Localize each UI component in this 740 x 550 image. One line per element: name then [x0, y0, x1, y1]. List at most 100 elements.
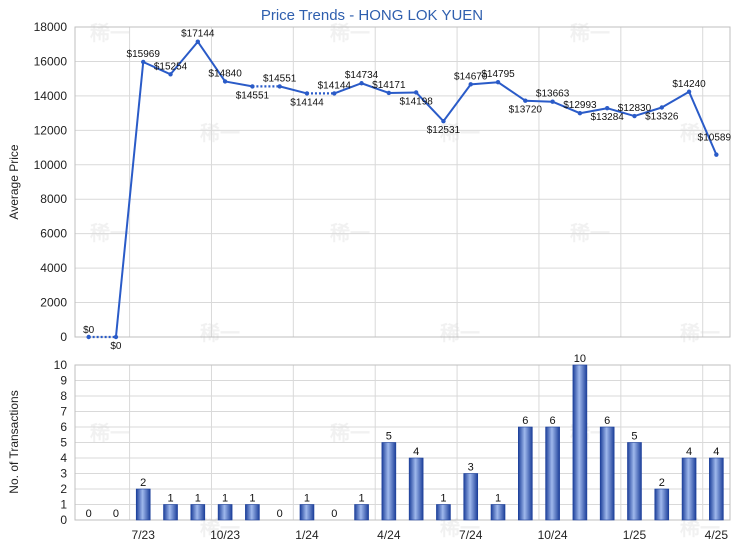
price-data-label: $14840 — [208, 68, 242, 79]
price-point — [304, 91, 310, 96]
price-data-label: $17144 — [181, 29, 215, 40]
transaction-bar — [627, 442, 642, 521]
transactions-x-tick-label: 4/24 — [377, 528, 401, 542]
transaction-bar-label: 5 — [631, 431, 637, 443]
price-line-segment — [552, 100, 581, 115]
price-line-segment — [333, 82, 362, 95]
transactions-x-tick-label: 10/24 — [538, 528, 568, 542]
transaction-bar — [299, 504, 315, 521]
price-data-label: $0 — [110, 341, 122, 352]
price-plot-frame — [74, 26, 731, 338]
price-data-labels: $0 $0 $15969$15254 $17144 $14840 $14551 $14551… — [83, 29, 731, 352]
price-line-segment — [415, 91, 445, 122]
transaction-bar-label: 5 — [386, 431, 392, 443]
price-grid — [75, 26, 730, 338]
transactions-x-tick-label: 1/25 — [623, 528, 647, 542]
transactions-x-tick-label: 7/23 — [132, 528, 156, 542]
price-data-label: $14240 — [672, 79, 706, 90]
transaction-bar-label: 2 — [659, 477, 665, 489]
transactions-x-tick-label: 7/24 — [459, 528, 483, 542]
price-y-tick-label: 0 — [60, 330, 67, 344]
transaction-bar-label: 0 — [113, 508, 119, 520]
price-line-segment — [688, 91, 718, 156]
transaction-bar-label: 3 — [468, 462, 474, 474]
transactions-y-tick-label: 7 — [60, 405, 67, 419]
price-point — [659, 105, 664, 110]
transaction-bar — [490, 504, 506, 521]
watermark-text: 稀一 — [90, 21, 130, 45]
price-data-label: $14144 — [290, 97, 324, 108]
transaction-bar — [135, 488, 151, 521]
price-line-segment — [579, 107, 608, 115]
price-point — [277, 84, 282, 89]
watermark-text: 稀一 — [90, 421, 130, 445]
price-y-tick-label: 12000 — [34, 123, 68, 137]
transactions-y-tick-label: 5 — [60, 436, 67, 450]
price-point — [386, 90, 392, 96]
transactions-y-axis-title: No. of Transactions — [7, 390, 21, 493]
transactions-x-tick-label: 4/25 — [705, 528, 729, 542]
price-data-label: $14144 — [318, 80, 352, 91]
watermark-text: 稀一 — [440, 321, 480, 345]
transaction-bar-label: 1 — [249, 493, 255, 505]
price-point — [604, 106, 610, 111]
price-line-segment — [634, 106, 663, 117]
transaction-bar — [681, 457, 697, 521]
transaction-bar — [163, 504, 178, 521]
price-point — [441, 118, 446, 124]
price-data-label: $12993 — [563, 100, 597, 111]
price-line-segment — [661, 90, 690, 109]
price-data-label: $13284 — [591, 112, 625, 123]
price-point — [468, 82, 473, 87]
watermark-text: 稀一 — [570, 21, 610, 45]
transaction-bar-label: 10 — [574, 353, 586, 365]
transaction-bar-label: 1 — [495, 493, 501, 505]
price-point — [168, 72, 173, 77]
price-point — [413, 90, 419, 95]
price-point — [332, 91, 337, 96]
price-line-segment — [142, 61, 171, 76]
transaction-bar — [217, 504, 233, 521]
watermark-text: 稀一 — [200, 321, 240, 345]
price-data-label: $13326 — [645, 111, 679, 122]
transaction-bar-label: 6 — [550, 415, 556, 427]
transactions-y-tick-label: 0 — [60, 513, 67, 527]
transactions-y-tick-label: 3 — [60, 467, 67, 481]
transaction-bar — [518, 426, 533, 521]
watermark-text: 稀一 — [440, 121, 480, 145]
transaction-bar — [245, 504, 260, 521]
transaction-bar — [436, 504, 451, 521]
transactions-y-tick-label: 2 — [60, 482, 67, 496]
price-line-segment — [361, 82, 390, 94]
transaction-bar — [599, 426, 615, 521]
price-y-tick-label: 8000 — [40, 192, 67, 206]
price-point — [550, 99, 555, 104]
price-line-segment — [279, 85, 308, 95]
transaction-bar-label: 0 — [277, 508, 283, 520]
price-line-segment — [442, 83, 472, 122]
price-point — [495, 79, 501, 85]
transaction-bar-label: 1 — [195, 493, 201, 505]
price-line-segment — [224, 80, 253, 88]
price-point — [577, 111, 583, 116]
price-point — [523, 98, 528, 103]
price-line-segment — [169, 41, 199, 75]
price-y-tick-label: 2000 — [40, 296, 67, 310]
price-line-segment — [497, 81, 526, 102]
price-point — [250, 84, 255, 89]
transaction-bar-label: 0 — [86, 508, 92, 520]
transaction-bar-label: 1 — [222, 493, 228, 505]
price-data-label: $13663 — [536, 89, 570, 100]
price-data-label: $14734 — [345, 70, 379, 81]
watermark-text: 稀一 — [200, 121, 240, 145]
price-point — [686, 89, 692, 94]
transactions-x-ticks: 7/23 10/23 1/24 4/24 7/24 10/24 1/25 4/25 — [132, 528, 729, 542]
chart-title: Price Trends - HONG LOK YUEN — [261, 7, 483, 24]
price-data-label: $14670 — [454, 71, 488, 82]
price-data-label: $15254 — [154, 61, 188, 72]
transactions-plot-frame — [74, 364, 731, 521]
price-line-segment — [606, 107, 635, 118]
transaction-bar — [572, 364, 588, 521]
